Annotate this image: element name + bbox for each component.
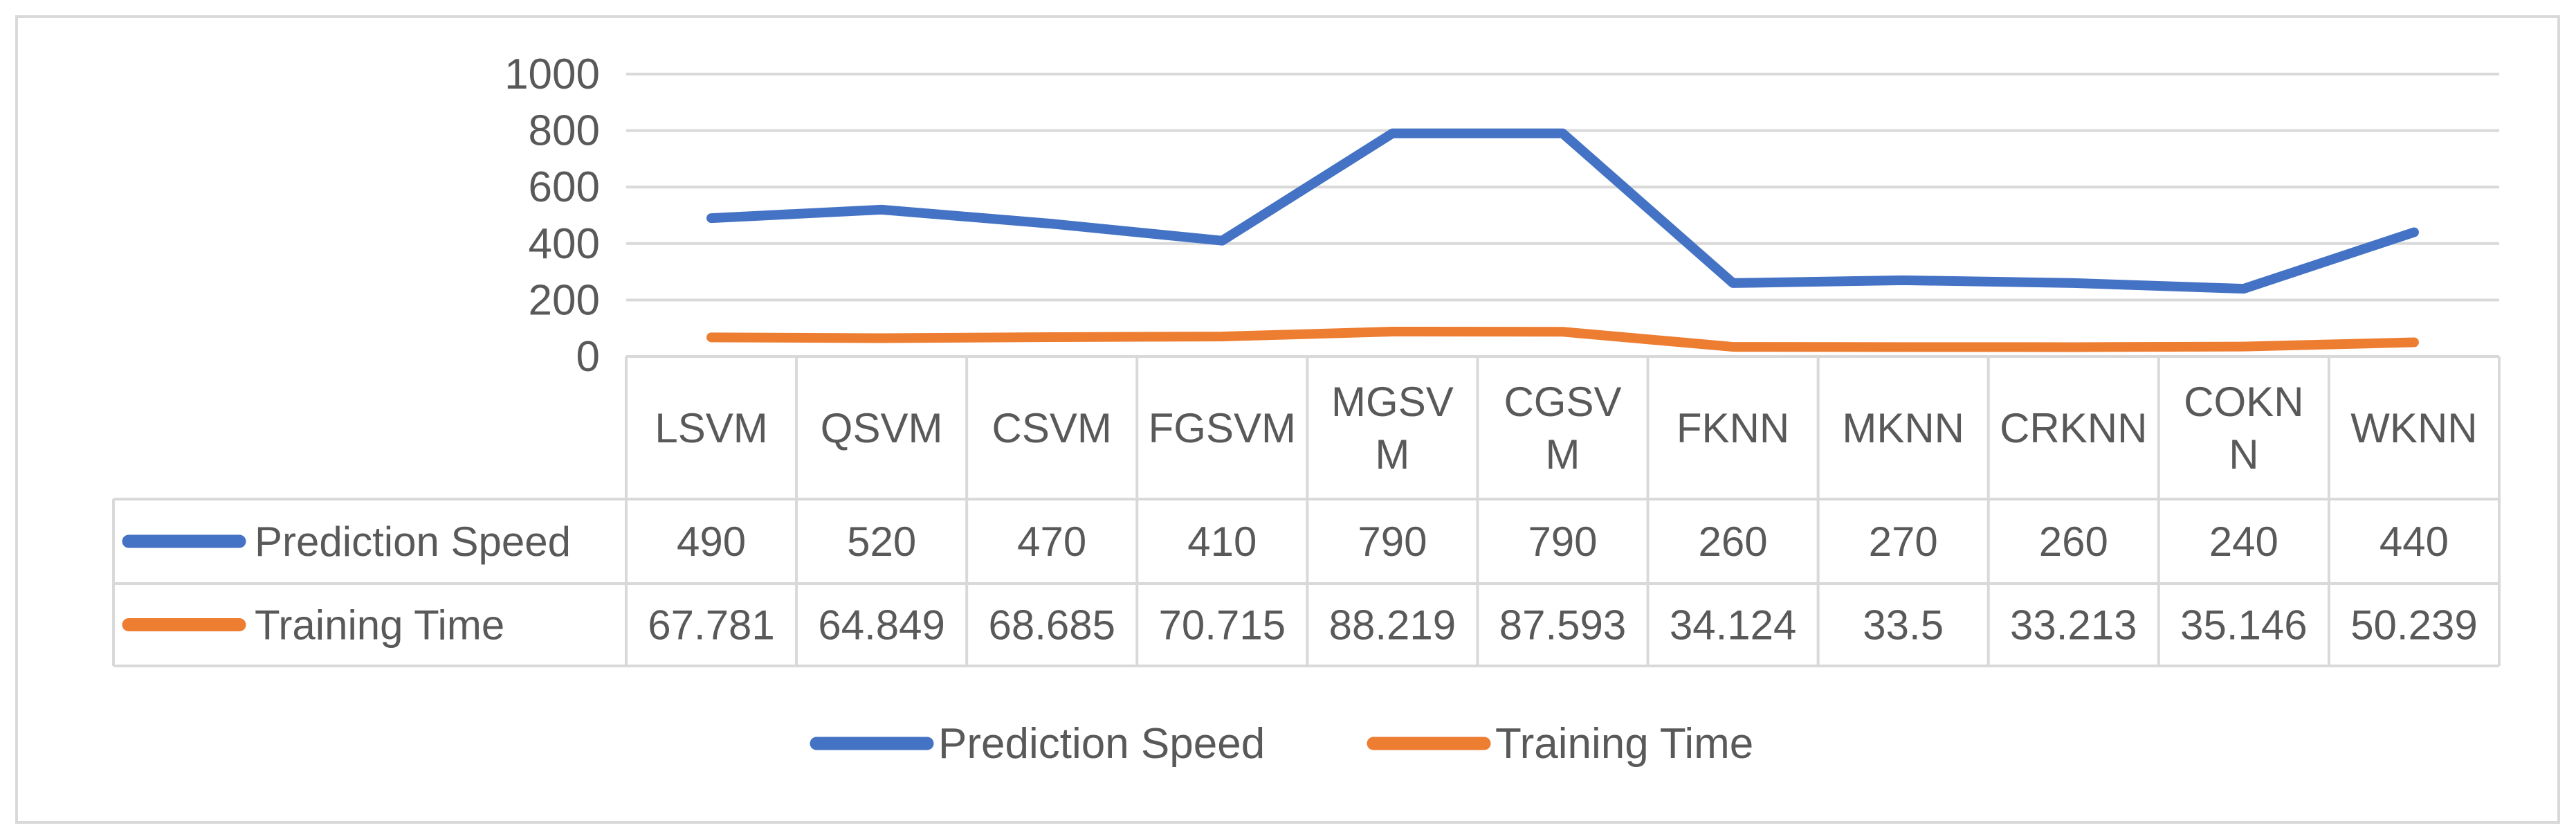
chart-frame	[15, 15, 2560, 824]
data-point	[879, 207, 884, 212]
y-axis-tick-labels: 0 200 400 600 800 1000	[504, 51, 600, 381]
data-point	[1050, 222, 1054, 226]
data-point	[1730, 345, 1735, 350]
table-value-cell: 240	[2209, 518, 2278, 565]
table-series-name: Training Time	[255, 602, 504, 649]
table-value-cell: 67.781	[648, 602, 775, 649]
data-point	[2071, 280, 2076, 285]
table-value-cell: 270	[1869, 518, 1938, 565]
category-label-line: LSVM	[655, 405, 767, 451]
data-table: LSVM QSVM CSVM FGSVM MGSV M CGSV M FKNN MKNN CRKNN…	[112, 357, 2501, 667]
category-label-line: MKNN	[1842, 405, 1964, 451]
data-point	[2241, 344, 2246, 349]
series-line	[706, 128, 2419, 294]
category-label-line: MGSV	[1331, 379, 1454, 425]
table-value-cell: 50.239	[2350, 602, 2478, 649]
category-label-line: COKN	[2184, 379, 2303, 425]
legend-label: Prediction Speed	[938, 720, 1265, 768]
y-tick-label: 1000	[504, 51, 600, 98]
category-label-line: CRKNN	[2000, 405, 2147, 451]
category-label: CGSV M	[1504, 379, 1621, 478]
table-value-cell: 33.213	[2010, 602, 2137, 649]
table-value-cell: 33.5	[1863, 602, 1944, 649]
data-point	[1050, 334, 1054, 339]
y-tick-label: 600	[529, 163, 600, 211]
category-label-line: N	[2229, 431, 2258, 478]
category-label: CSVM	[992, 405, 1112, 451]
category-label: COKN N	[2184, 379, 2303, 478]
category-label-line: FGSVM	[1149, 405, 1296, 451]
y-tick-label: 200	[529, 276, 600, 324]
data-point	[1730, 280, 1735, 285]
legend-label: Training Time	[1495, 720, 1753, 768]
plot-lines	[706, 128, 2419, 352]
legend: Prediction Speed Training Time	[810, 720, 1753, 768]
table-value-cell: 34.124	[1670, 602, 1797, 649]
data-point	[1901, 345, 1906, 350]
y-tick-label: 400	[529, 220, 600, 268]
table-value-cell: 790	[1358, 518, 1427, 565]
data-point	[1390, 330, 1395, 334]
table-value-cell: 35.146	[2180, 602, 2308, 649]
table-series-name: Prediction Speed	[255, 518, 571, 565]
table-value-cell: 88.219	[1329, 602, 1456, 649]
table-value-cell: 790	[1528, 518, 1597, 565]
y-tick-label: 800	[529, 107, 600, 155]
table-value-cell: 64.849	[818, 602, 945, 649]
data-point	[709, 216, 714, 221]
table-value-cell: 87.593	[1499, 602, 1627, 649]
table-value-cell: 490	[677, 518, 746, 565]
category-label-line: FKNN	[1677, 405, 1789, 451]
data-point	[2071, 345, 2076, 350]
table-value-cell: 260	[1699, 518, 1768, 565]
data-point	[1220, 238, 1225, 243]
table-value-cell: 68.685	[988, 602, 1115, 649]
table-value-cell: 410	[1187, 518, 1257, 565]
category-label: LSVM	[655, 405, 767, 451]
category-label-line: M	[1375, 431, 1409, 478]
data-point	[1390, 131, 1395, 136]
category-label-line: M	[1546, 431, 1580, 478]
data-point	[879, 336, 884, 341]
category-label: QSVM	[821, 405, 943, 451]
data-point	[1560, 131, 1565, 136]
category-label: MGSV M	[1331, 379, 1454, 478]
category-label-line: CSVM	[992, 405, 1112, 451]
table-value-cell: 470	[1017, 518, 1086, 565]
table-value-cell: 70.715	[1159, 602, 1286, 649]
data-point	[2241, 287, 2246, 291]
category-label: WKNN	[2350, 405, 2477, 451]
data-point	[2411, 340, 2416, 345]
table-value-cell: 440	[2379, 518, 2449, 565]
data-point	[2411, 230, 2416, 235]
data-point	[1901, 278, 1906, 282]
table-value-cell: 520	[847, 518, 916, 565]
y-tick-label: 0	[576, 333, 600, 381]
data-point	[709, 335, 714, 340]
data-point	[1220, 334, 1225, 339]
series-line	[706, 327, 2419, 352]
category-label: FGSVM	[1149, 405, 1296, 451]
category-label: FKNN	[1677, 405, 1789, 451]
category-label: MKNN	[1842, 405, 1964, 451]
category-label-line: CGSV	[1504, 379, 1621, 425]
category-label-line: WKNN	[2350, 405, 2477, 451]
data-point	[1560, 330, 1565, 334]
category-label-line: QSVM	[821, 405, 943, 451]
table-value-cell: 260	[2039, 518, 2108, 565]
category-label: CRKNN	[2000, 405, 2147, 451]
